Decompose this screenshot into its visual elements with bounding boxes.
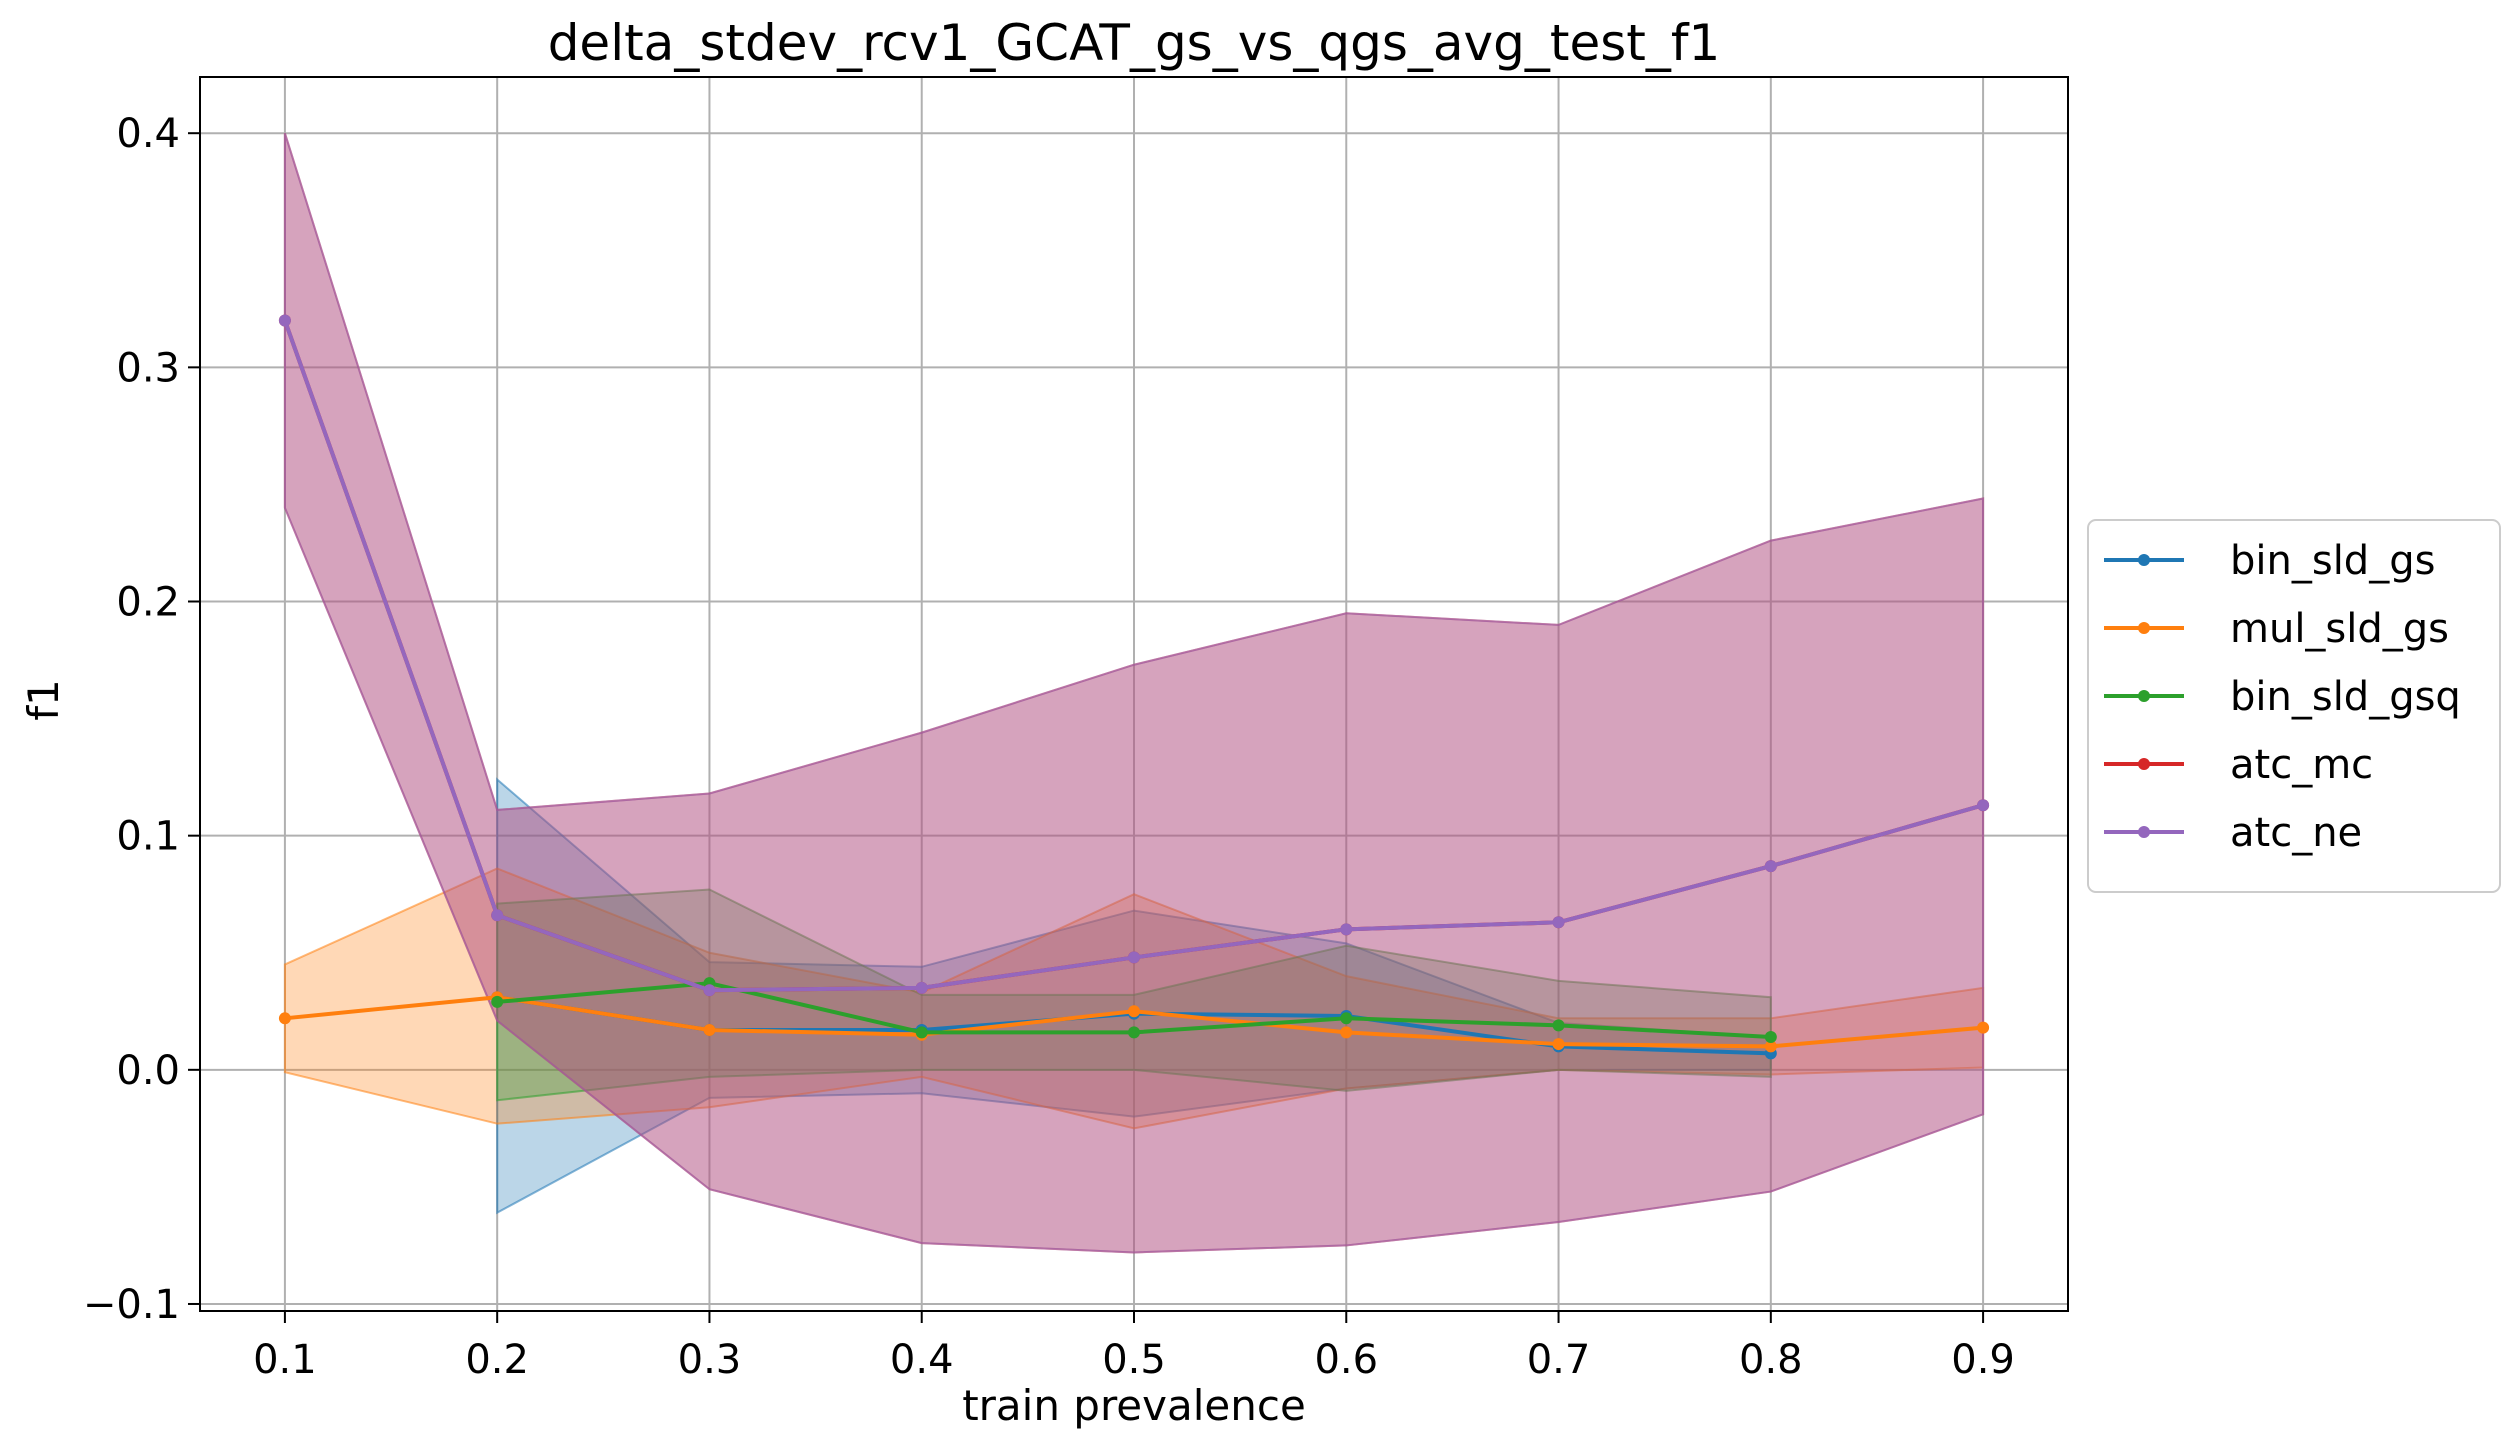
x-tick-label: 0.8	[1739, 1337, 1803, 1383]
x-axis-label: train prevalence	[962, 1381, 1306, 1430]
y-axis-ticks: −0.1 0.0 0.1 0.2 0.3 0.4	[83, 111, 200, 1328]
legend-label: mul_sld_gs	[2230, 606, 2449, 652]
legend-entry-atc_mc: atc_mc	[2104, 742, 2373, 788]
data-point-mul_sld_gs	[1764, 1040, 1777, 1053]
legend-entry-mul_sld_gs: mul_sld_gs	[2104, 606, 2449, 652]
legend-box	[2087, 519, 2501, 893]
data-point-atc_ne	[915, 981, 928, 994]
legend-marker	[2138, 690, 2150, 702]
y-tick-label: 0.4	[116, 111, 180, 157]
legend-label: bin_sld_gs	[2230, 538, 2435, 584]
legend: bin_sld_gs mul_sld_gs bin_sld_gsq atc_mcatc…	[2087, 519, 2501, 893]
x-tick-label: 0.1	[253, 1337, 317, 1383]
legend-label: atc_mc	[2230, 742, 2373, 788]
y-tick-label: −0.1	[83, 1282, 180, 1328]
data-point-mul_sld_gs	[1128, 1005, 1140, 1018]
legend-label: atc_ne	[2230, 810, 2362, 856]
x-tick-label: 0.4	[890, 1337, 954, 1383]
data-point-atc_ne	[1128, 951, 1140, 964]
data-point-atc_ne	[1552, 916, 1565, 929]
data-point-mul_sld_gs	[278, 1012, 291, 1025]
data-point-mul_sld_gs	[1977, 1021, 1990, 1034]
data-point-bin_sld_gsq	[491, 995, 504, 1008]
data-point-mul_sld_gs	[1340, 1026, 1353, 1039]
data-point-bin_sld_gsq	[1128, 1026, 1140, 1039]
data-point-bin_sld_gsq	[915, 1026, 928, 1039]
y-tick-label: 0.0	[116, 1048, 180, 1094]
y-tick-label: 0.2	[116, 580, 180, 626]
band-bin_sld_gsq	[496, 888, 1772, 1102]
y-tick-label: 0.3	[116, 345, 180, 391]
data-point-bin_sld_gsq	[1340, 1012, 1353, 1025]
legend-entry-bin_sld_gsq: bin_sld_gsq	[2104, 674, 2461, 720]
legend-marker	[2138, 826, 2150, 838]
data-point-atc_ne	[1764, 860, 1777, 873]
x-tick-label: 0.2	[465, 1337, 529, 1383]
legend-marker	[2138, 622, 2150, 634]
band-atc_ne	[283, 132, 1985, 1254]
data-point-atc_ne	[1340, 923, 1353, 936]
data-point-atc_ne	[1977, 799, 1990, 812]
x-tick-label: 0.3	[678, 1337, 742, 1383]
legend-label: bin_sld_gsq	[2230, 674, 2461, 720]
confidence-bands	[283, 132, 1985, 1254]
legend-marker	[2138, 758, 2150, 770]
legend-entry-bin_sld_gs: bin_sld_gs	[2104, 538, 2435, 584]
chart-title: delta_stdev_rcv1_GCAT_gs_vs_qgs_avg_test…	[548, 14, 1721, 72]
legend-entry-atc_ne: atc_ne	[2104, 810, 2362, 856]
y-tick-label: 0.1	[116, 814, 180, 860]
y-axis-label: f1	[19, 679, 68, 721]
x-tick-label: 0.7	[1527, 1337, 1591, 1383]
x-axis-ticks: 0.1 0.2 0.3 0.4 0.5 0.6 0.7 0.8 0.9	[253, 1311, 2015, 1383]
data-point-mul_sld_gs	[703, 1024, 716, 1037]
legend-marker	[2138, 554, 2150, 566]
x-tick-label: 0.6	[1314, 1337, 1378, 1383]
series-lines	[278, 314, 1990, 1060]
data-point-bin_sld_gsq	[1552, 1019, 1565, 1032]
x-tick-label: 0.5	[1102, 1337, 1166, 1383]
data-point-atc_ne	[491, 909, 504, 922]
data-point-atc_ne	[703, 984, 716, 997]
data-point-mul_sld_gs	[1552, 1038, 1565, 1051]
data-point-bin_sld_gsq	[1764, 1031, 1777, 1044]
data-point-atc_ne	[278, 314, 291, 327]
x-tick-label: 0.9	[1951, 1337, 2015, 1383]
